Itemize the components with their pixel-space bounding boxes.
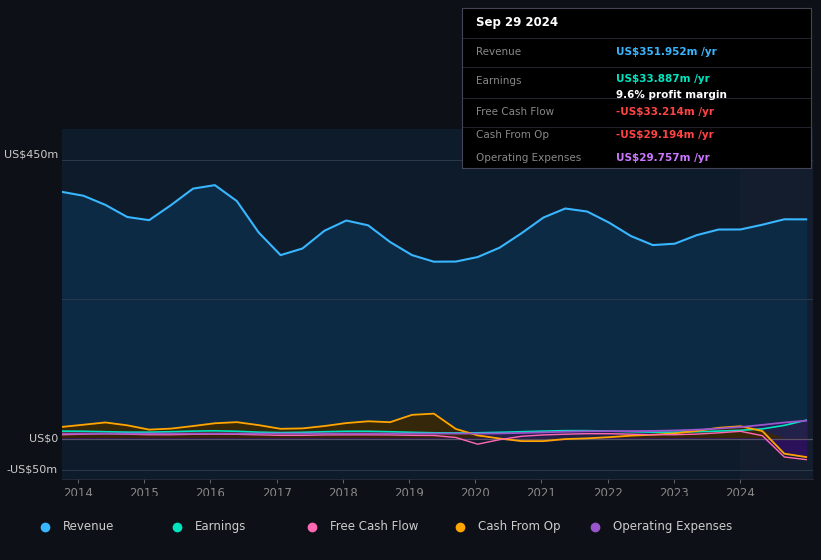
- Text: Sep 29 2024: Sep 29 2024: [476, 16, 558, 29]
- Text: Cash From Op: Cash From Op: [478, 520, 560, 533]
- Text: -US$50m: -US$50m: [7, 464, 57, 474]
- Text: US$450m: US$450m: [3, 150, 57, 160]
- Text: US$29.757m /yr: US$29.757m /yr: [616, 153, 709, 164]
- Text: Operating Expenses: Operating Expenses: [613, 520, 732, 533]
- Text: US$351.952m /yr: US$351.952m /yr: [616, 47, 717, 57]
- Text: -US$33.214m /yr: -US$33.214m /yr: [616, 107, 713, 117]
- Text: -US$29.194m /yr: -US$29.194m /yr: [616, 130, 713, 141]
- Text: US$0: US$0: [29, 433, 57, 444]
- Text: Revenue: Revenue: [476, 47, 521, 57]
- Text: Operating Expenses: Operating Expenses: [476, 153, 581, 164]
- Text: Free Cash Flow: Free Cash Flow: [476, 107, 554, 117]
- Text: US$33.887m /yr: US$33.887m /yr: [616, 73, 709, 83]
- Text: Revenue: Revenue: [63, 520, 115, 533]
- Text: Free Cash Flow: Free Cash Flow: [330, 520, 419, 533]
- Text: Earnings: Earnings: [195, 520, 246, 533]
- Text: 9.6% profit margin: 9.6% profit margin: [616, 90, 727, 100]
- Text: Cash From Op: Cash From Op: [476, 130, 549, 141]
- Text: Earnings: Earnings: [476, 76, 521, 86]
- Bar: [740, 129, 813, 479]
